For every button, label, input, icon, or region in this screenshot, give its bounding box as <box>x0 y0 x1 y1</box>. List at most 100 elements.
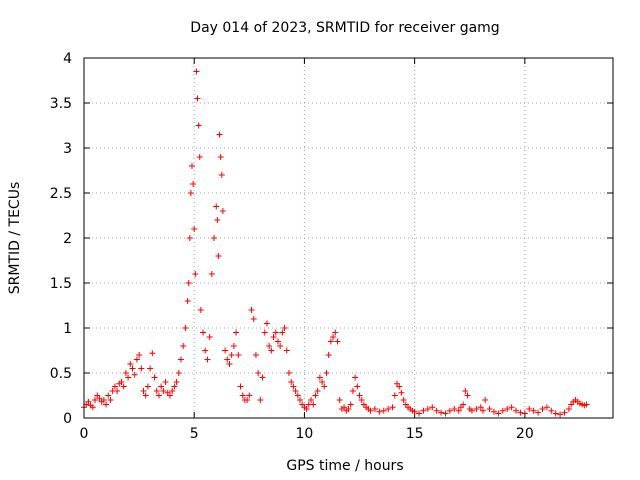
data-point <box>206 334 213 340</box>
data-point <box>200 329 207 336</box>
data-point <box>213 203 220 210</box>
data-point <box>429 404 436 411</box>
y-tick-label: 1.5 <box>50 276 72 292</box>
data-point <box>160 388 167 394</box>
data-point <box>202 347 209 354</box>
x-axis-label: GPS time / hours <box>286 458 403 474</box>
data-point <box>508 404 515 411</box>
data-point <box>391 392 398 399</box>
data-point <box>323 370 330 376</box>
data-point <box>285 370 292 376</box>
data-point <box>204 356 211 363</box>
data-point <box>352 374 359 381</box>
data-point <box>433 407 440 414</box>
x-tick-label: 5 <box>190 426 199 442</box>
plot-frame <box>83 57 614 419</box>
data-point <box>125 374 132 381</box>
data-point <box>127 361 134 367</box>
data-point <box>194 95 201 102</box>
data-point <box>153 388 160 394</box>
data-point <box>539 406 546 412</box>
y-tick-label: 4 <box>63 51 72 67</box>
data-point <box>482 397 489 403</box>
data-point <box>208 271 215 277</box>
data-point <box>96 395 103 402</box>
data-point <box>530 407 537 414</box>
data-point <box>263 320 270 327</box>
data-point <box>521 410 528 417</box>
data-point <box>136 352 143 358</box>
data-point <box>122 370 129 376</box>
data-point <box>354 383 361 390</box>
data-point <box>138 365 145 372</box>
data-point <box>268 347 275 354</box>
data-point <box>535 409 542 416</box>
data-point <box>442 410 449 417</box>
data-point <box>557 411 564 418</box>
data-point <box>120 383 127 390</box>
x-tick-label: 10 <box>296 426 314 442</box>
data-point <box>398 389 405 396</box>
data-point <box>548 407 555 414</box>
data-point <box>347 401 354 408</box>
chart-title: Day 014 of 2023, SRMTID for receiver gam… <box>190 20 499 36</box>
data-point <box>131 371 138 378</box>
data-point <box>292 388 299 394</box>
data-point <box>462 388 469 394</box>
data-point <box>499 407 506 414</box>
y-tick-label: 2 <box>63 231 72 247</box>
data-point <box>217 154 224 160</box>
data-point <box>486 406 493 412</box>
data-point <box>325 352 332 358</box>
y-tick-labels: 0 0.5 1 1.5 2 2.5 3 3.5 4 <box>50 51 72 427</box>
data-point <box>85 398 92 405</box>
data-points <box>81 68 590 418</box>
y-tick-label: 1 <box>63 321 72 337</box>
data-point <box>237 383 244 390</box>
data-point <box>224 356 231 363</box>
data-point <box>460 401 467 408</box>
data-point <box>583 401 590 408</box>
data-point <box>455 407 462 414</box>
data-point <box>321 383 328 390</box>
data-point <box>389 404 396 411</box>
data-point <box>336 397 343 403</box>
data-point <box>272 329 279 336</box>
data-point <box>310 401 317 408</box>
data-point <box>396 383 403 390</box>
data-point <box>252 352 259 358</box>
data-point <box>468 407 475 414</box>
data-point <box>140 388 147 394</box>
data-point <box>195 122 202 129</box>
data-point <box>385 406 392 412</box>
data-point <box>103 401 110 408</box>
data-point <box>193 68 200 75</box>
data-point <box>169 388 176 394</box>
data-point <box>250 316 257 322</box>
data-point <box>177 356 184 363</box>
data-point <box>288 379 295 385</box>
data-point <box>416 410 423 417</box>
data-point <box>297 397 304 403</box>
data-point <box>565 406 572 412</box>
data-point <box>185 280 192 286</box>
x-tick-label: 15 <box>406 426 424 442</box>
data-point <box>239 392 246 399</box>
y-tick-label: 3.5 <box>50 96 72 112</box>
data-point <box>277 343 284 349</box>
data-point <box>216 131 223 138</box>
data-point <box>270 334 277 340</box>
data-point <box>255 370 262 376</box>
data-point <box>186 235 193 241</box>
data-point <box>133 356 140 363</box>
data-point <box>222 347 229 354</box>
y-tick-label: 0 <box>63 411 72 427</box>
data-point <box>349 388 356 394</box>
data-point <box>420 407 427 414</box>
data-point <box>316 374 323 381</box>
data-point <box>187 190 194 196</box>
data-point <box>114 388 121 394</box>
data-point <box>495 410 502 417</box>
data-point <box>191 226 198 232</box>
